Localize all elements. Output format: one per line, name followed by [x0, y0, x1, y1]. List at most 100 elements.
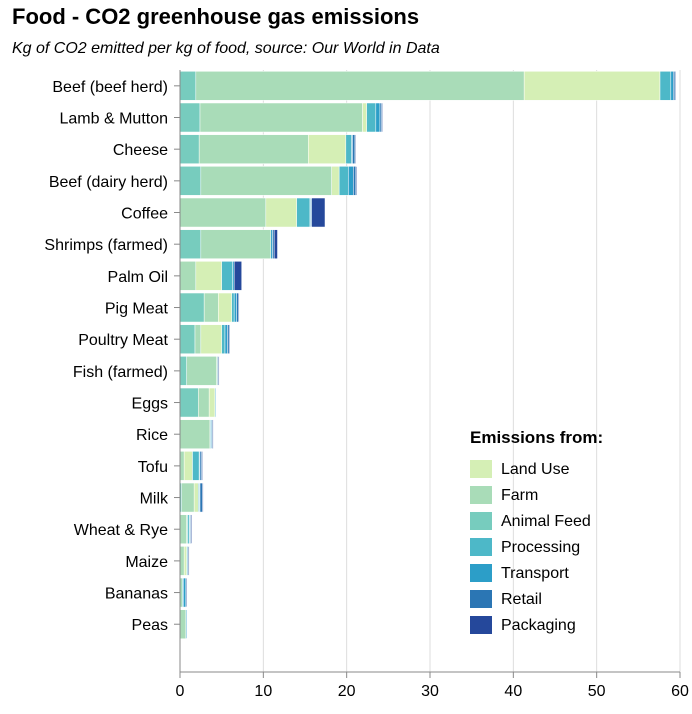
- bar-segment: [200, 324, 222, 354]
- y-tick-label: Pig Meat: [105, 301, 169, 318]
- bar-segment: [354, 134, 357, 164]
- bar-segment: [179, 102, 201, 133]
- bar-segment: [179, 451, 185, 481]
- bar-segment: [179, 292, 205, 323]
- bar-segment: [181, 482, 195, 513]
- bar-segment: [355, 166, 357, 196]
- bar-segment: [348, 166, 354, 196]
- bar-segment: [208, 387, 216, 418]
- legend-swatch: [470, 460, 492, 478]
- bar-segment: [193, 482, 199, 513]
- bar-segment: [338, 166, 349, 196]
- legend-label: Transport: [501, 565, 569, 582]
- bar-segment: [186, 356, 217, 386]
- bar-segment: [179, 229, 202, 259]
- bar-segment: [673, 71, 676, 101]
- bar-segment: [670, 71, 674, 101]
- legend-swatch: [470, 590, 492, 608]
- bar-segment: [296, 197, 311, 228]
- legend-label: Farm: [501, 487, 538, 504]
- bar-segment: [308, 134, 347, 164]
- bar-segment: [200, 166, 332, 196]
- y-tick-label: Tofu: [138, 459, 168, 476]
- bar-segment: [659, 71, 672, 101]
- bar-segment: [179, 324, 196, 354]
- y-tick-label: Lamb & Mutton: [60, 111, 169, 128]
- bar-segment: [270, 229, 273, 259]
- axes: 0 10 20 30 40 50 60 Beef (beef herd) Lamb & Mutt…: [44, 70, 689, 700]
- bar-segment: [183, 451, 193, 481]
- legend-label: Land Use: [501, 461, 570, 478]
- x-tick-label: 10: [254, 683, 272, 700]
- x-tick-label: 50: [588, 683, 606, 700]
- bar-segment: [352, 134, 356, 164]
- bar-segment: [179, 546, 185, 576]
- y-tick-label: Palm Oil: [108, 269, 168, 286]
- bar-segment: [199, 451, 202, 481]
- y-tick-label: Poultry Meat: [78, 332, 168, 349]
- legend-label: Processing: [501, 539, 580, 556]
- bar-segment: [331, 166, 340, 196]
- bar-segment: [311, 197, 326, 228]
- legend-swatch: [470, 512, 492, 530]
- bar-segment: [198, 387, 210, 418]
- y-tick-label: Milk: [140, 491, 169, 508]
- bar-segment: [179, 134, 200, 164]
- bar-segment: [195, 71, 525, 101]
- bar-segment: [366, 102, 377, 133]
- bar-segment: [228, 324, 231, 354]
- y-tick-label: Fish (farmed): [73, 364, 168, 381]
- bar-segment: [183, 577, 187, 608]
- bar-segment: [190, 514, 192, 544]
- bars: [179, 71, 677, 639]
- legend-label: Packaging: [501, 617, 576, 634]
- bar-segment: [381, 102, 383, 133]
- bar-segment: [179, 609, 187, 639]
- legend-label: Animal Feed: [501, 513, 591, 530]
- bar-segment: [179, 71, 197, 101]
- bar-segment: [194, 324, 202, 354]
- bar-segment: [273, 229, 278, 259]
- bar-segment: [227, 324, 230, 354]
- y-tick-label: Bananas: [105, 586, 168, 603]
- chart-title: Food - CO2 greenhouse gas emissions: [12, 4, 420, 29]
- bar-segment: [179, 356, 187, 386]
- bar-segment: [362, 102, 367, 133]
- legend-swatch: [470, 564, 492, 582]
- bar-segment: [199, 102, 363, 133]
- bar-segment: [238, 292, 240, 323]
- bar-segment: [212, 419, 214, 449]
- bar-segment: [201, 451, 203, 481]
- bar-segment: [233, 261, 242, 291]
- bar-segment: [221, 261, 233, 291]
- bar-segment: [187, 514, 190, 544]
- bar-segment: [224, 324, 228, 354]
- bar-segment: [179, 514, 187, 544]
- bar-segment: [353, 166, 357, 196]
- bar-segment: [674, 71, 677, 101]
- legend-label: Retail: [501, 591, 542, 608]
- legend-swatch: [470, 486, 492, 504]
- bar-segment: [185, 577, 187, 608]
- legend: Emissions from: Land Use Farm Animal Feed Pr…: [470, 428, 603, 634]
- bar-segment: [198, 134, 309, 164]
- bar-segment: [221, 324, 226, 354]
- legend-swatch: [470, 616, 492, 634]
- bar-segment: [179, 166, 202, 196]
- bar-segment: [523, 71, 661, 101]
- bar-segment: [218, 356, 220, 386]
- y-tick-label: Rice: [136, 427, 168, 444]
- bar-segment: [265, 197, 297, 228]
- legend-swatch: [470, 538, 492, 556]
- bar-segment: [183, 546, 187, 576]
- bar-segment: [203, 292, 219, 323]
- bar-segment: [179, 261, 197, 291]
- y-tick-label: Peas: [132, 617, 168, 634]
- y-tick-label: Beef (beef herd): [52, 79, 168, 96]
- y-tick-label: Shrimps (farmed): [44, 237, 168, 254]
- legend-title: Emissions from:: [470, 428, 603, 447]
- bar-segment: [185, 609, 187, 639]
- y-tick-label: Wheat & Rye: [74, 522, 168, 539]
- x-tick-label: 20: [338, 683, 356, 700]
